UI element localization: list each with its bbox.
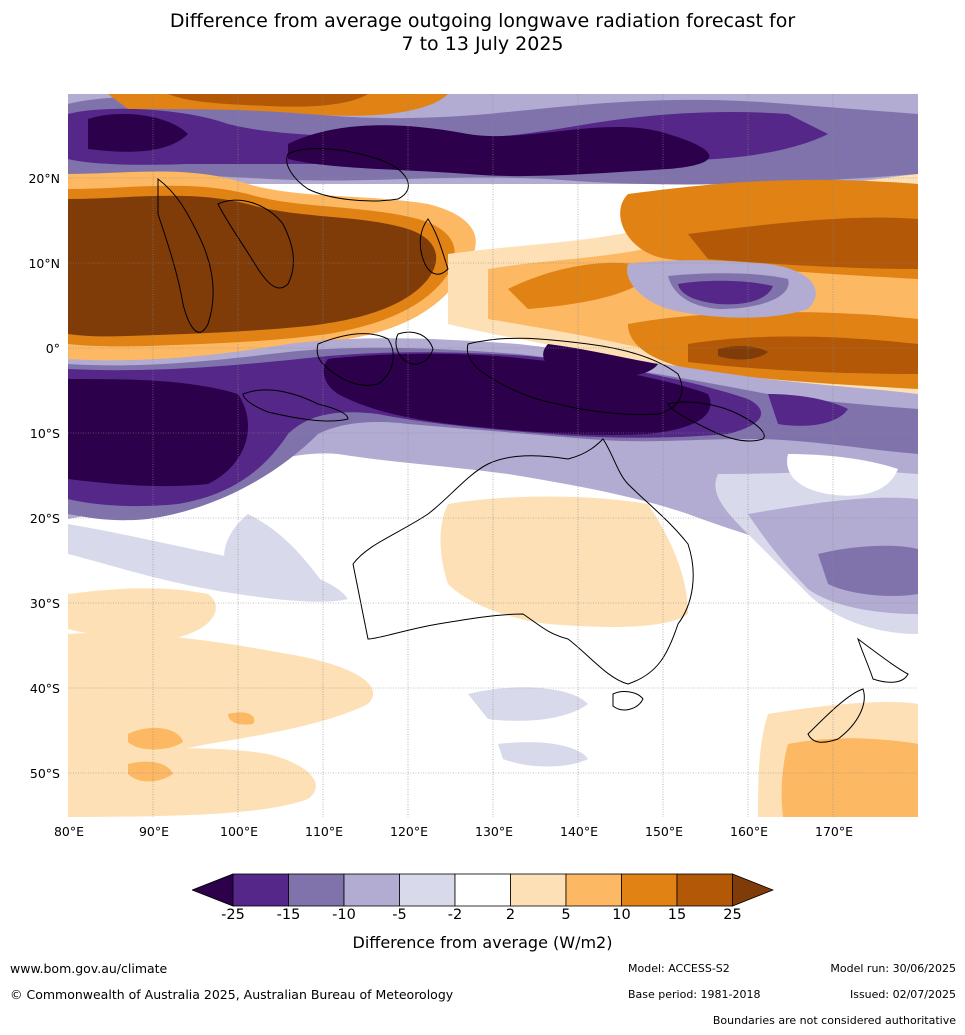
lat-label-10n: 10°N — [28, 256, 60, 271]
lon-label-140e: 140°E — [559, 824, 599, 839]
colorbar-segment-9 — [676, 873, 733, 907]
colorbar-legend — [190, 873, 775, 907]
boundaries-disclaimer: Boundaries are not considered authoritat… — [712, 1014, 956, 1027]
title-line-2: 7 to 13 July 2025 — [401, 33, 564, 55]
region-strong-negative — [68, 379, 248, 487]
colorbar-segment-6 — [510, 873, 567, 907]
colorbar-segment-7 — [565, 873, 622, 907]
colorbar-tick: 10 — [612, 907, 631, 923]
website-link[interactable]: www.bom.gov.au/climate — [10, 961, 168, 976]
lon-label-130e: 130°E — [474, 824, 514, 839]
colorbar-segment-8 — [621, 873, 678, 907]
lat-label-20s: 20°S — [29, 511, 60, 526]
lon-label-90e: 90°E — [138, 824, 170, 839]
coastlines — [157, 148, 909, 743]
lon-label-110e: 110°E — [304, 824, 344, 839]
colorbar-tick: 25 — [723, 907, 742, 923]
colorbar-max-arrow — [732, 873, 775, 907]
lat-label-30s: 30°S — [29, 596, 60, 611]
olr-anomaly-map — [68, 94, 918, 817]
colorbar-min-arrow — [190, 873, 234, 907]
legend-title: Difference from average (W/m2) — [352, 933, 613, 952]
copyright-text: © Commonwealth of Australia 2025, Austra… — [10, 987, 454, 1002]
colorbar-tick: 5 — [561, 907, 571, 923]
colorbar — [190, 873, 775, 907]
lon-label-120e: 120°E — [389, 824, 429, 839]
base-period: Base period: 1981-2018 — [628, 988, 761, 1001]
title-line-1: Difference from average outgoing longwav… — [169, 10, 796, 32]
colorbar-tick: -5 — [392, 907, 407, 923]
colorbar-segment-3 — [343, 873, 400, 907]
lat-label-10s: 10°S — [29, 426, 60, 441]
map-canvas — [68, 94, 918, 817]
colorbar-segment-5 — [454, 873, 511, 907]
lon-label-150e: 150°E — [644, 824, 684, 839]
colorbar-segment-4 — [399, 873, 456, 907]
lat-label-40s: 40°S — [29, 681, 60, 696]
lat-label-20n: 20°N — [28, 171, 60, 186]
colorbar-tick: -15 — [276, 907, 301, 923]
lon-label-170e: 170°E — [814, 824, 854, 839]
colorbar-segment-2 — [288, 873, 345, 907]
issued-date: Issued: 02/07/2025 — [849, 988, 956, 1001]
colorbar-tick: 15 — [667, 907, 687, 923]
region-strong-positive — [68, 195, 437, 337]
map-title: Difference from average outgoing longwav… — [0, 10, 965, 56]
lat-label-0: 0° — [45, 341, 60, 356]
lon-label-80e: 80°E — [53, 824, 85, 839]
colorbar-segment-1 — [232, 873, 289, 907]
colorbar-tick: -2 — [447, 907, 463, 923]
lat-label-50s: 50°S — [29, 766, 60, 781]
colorbar-tick: -25 — [221, 907, 245, 923]
lon-label-100e: 100°E — [219, 824, 259, 839]
lon-label-160e: 160°E — [729, 824, 769, 839]
colorbar-tick: -10 — [332, 907, 356, 923]
colorbar-tick: 2 — [505, 907, 516, 923]
graticule — [68, 94, 918, 817]
model-name: Model: ACCESS-S2 — [628, 962, 730, 975]
model-run-date: Model run: 30/06/2025 — [830, 962, 956, 975]
